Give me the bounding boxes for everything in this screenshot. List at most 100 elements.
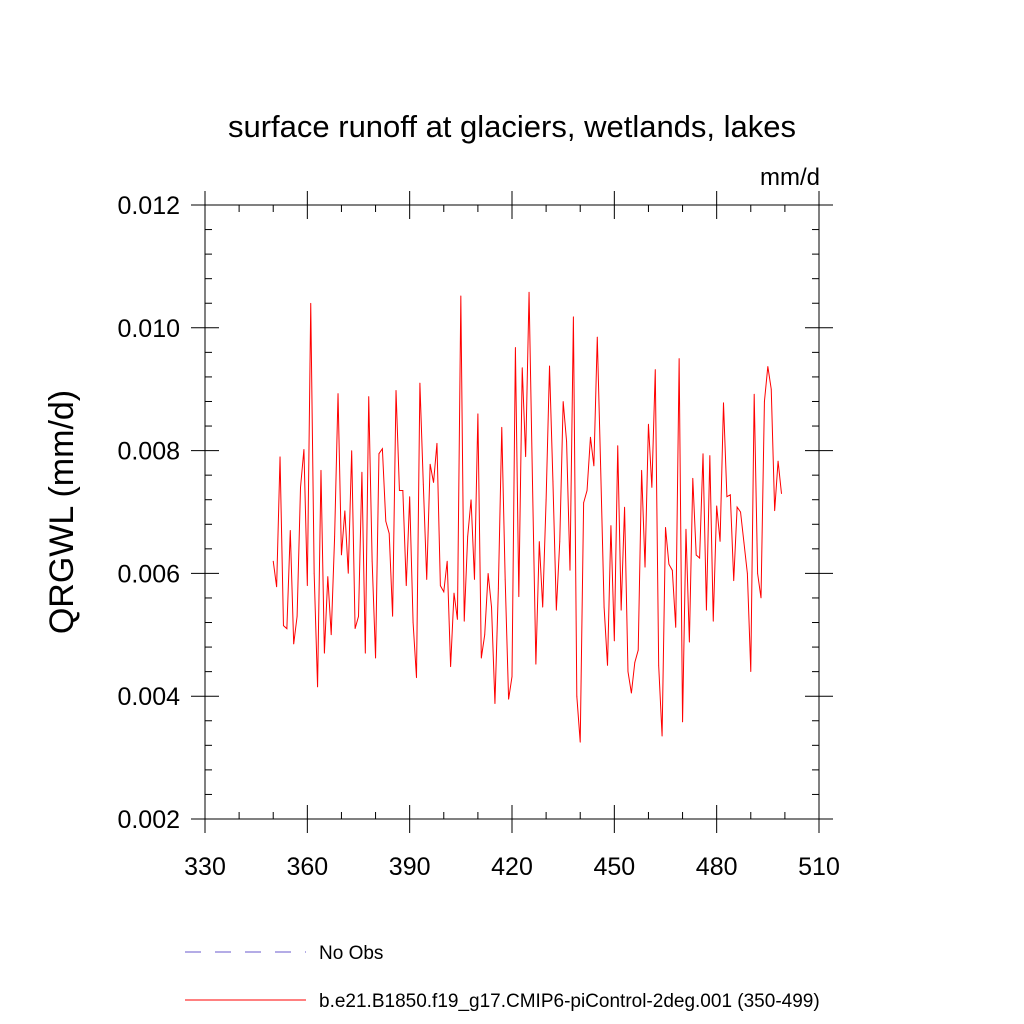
axis-ticks	[191, 191, 833, 833]
data-point	[518, 596, 520, 598]
data-point	[525, 456, 527, 458]
legend: No Obs b.e21.B1850.f19_g17.CMIP6-piContro…	[185, 943, 820, 1012]
data-point	[453, 592, 455, 594]
data-point	[361, 471, 363, 473]
data-point	[327, 576, 329, 577]
x-tick-label: 510	[798, 853, 840, 881]
data-point	[781, 493, 782, 494]
data-point	[457, 619, 458, 620]
data-point	[412, 622, 414, 623]
legend-label-0: No Obs	[319, 943, 383, 964]
data-point	[774, 510, 776, 512]
data-point	[385, 520, 387, 522]
data-point	[446, 560, 448, 562]
data-point	[334, 536, 336, 537]
data-point	[552, 480, 554, 482]
y-tick-label: 0.004	[117, 683, 180, 711]
data-point	[685, 528, 687, 530]
data-point	[463, 620, 465, 622]
data-point	[767, 366, 769, 367]
data-point	[487, 573, 489, 574]
data-point	[426, 579, 428, 580]
data-point	[583, 502, 585, 504]
data-point	[392, 615, 394, 617]
data-point	[422, 483, 424, 485]
data-point	[641, 469, 643, 471]
data-point	[586, 490, 588, 491]
data-point	[344, 510, 346, 512]
data-point	[569, 569, 571, 571]
data-point	[497, 588, 499, 590]
data-point	[439, 585, 441, 587]
data-point	[402, 490, 404, 491]
data-point	[736, 506, 738, 508]
data-point	[508, 698, 509, 700]
data-point	[675, 627, 677, 628]
x-tick-label: 450	[593, 853, 635, 881]
data-point	[658, 665, 660, 666]
data-point	[436, 442, 438, 444]
data-point	[607, 665, 608, 666]
data-point	[351, 450, 353, 451]
data-point	[637, 649, 639, 651]
data-point	[429, 463, 431, 465]
data-point	[474, 579, 475, 580]
data-point	[532, 480, 533, 482]
data-point	[337, 393, 339, 394]
data-point	[538, 541, 540, 542]
data-point	[364, 652, 366, 654]
data-point	[682, 721, 683, 723]
x-tick-label: 330	[184, 853, 226, 881]
y-tick-label: 0.010	[117, 315, 180, 343]
data-point	[716, 505, 718, 507]
data-point	[549, 365, 550, 367]
data-point	[419, 382, 421, 384]
data-point	[279, 456, 281, 458]
data-point	[378, 453, 380, 455]
data-point	[477, 413, 479, 415]
data-point	[603, 606, 605, 608]
data-point	[579, 741, 581, 743]
data-point	[678, 358, 680, 359]
y-tick-label: 0.012	[117, 192, 180, 220]
data-point	[381, 448, 383, 450]
data-point	[692, 477, 694, 479]
y-tick-label: 0.002	[117, 806, 180, 834]
data-point	[733, 580, 735, 582]
data-point	[750, 671, 752, 673]
data-point	[313, 573, 315, 574]
data-point	[760, 597, 762, 599]
data-point	[480, 657, 482, 659]
data-point	[358, 615, 359, 617]
x-tick-label: 420	[491, 853, 533, 881]
y-tick-label: 0.006	[117, 560, 180, 588]
series-layer	[272, 291, 782, 743]
x-tick-label: 480	[696, 853, 738, 881]
data-point	[545, 499, 547, 501]
data-point	[600, 468, 602, 470]
plot-frame	[204, 204, 820, 820]
data-point	[613, 640, 615, 642]
legend-label-1: b.e21.B1850.f19_g17.CMIP6-piControl-2deg…	[319, 991, 820, 1012]
data-point	[743, 542, 745, 544]
data-point	[654, 369, 656, 370]
data-point	[671, 569, 673, 571]
data-point	[573, 316, 574, 318]
data-point	[593, 465, 595, 467]
data-point	[777, 460, 779, 462]
data-point	[303, 448, 305, 450]
data-point	[272, 560, 274, 562]
data-point	[515, 347, 516, 348]
data-point	[494, 703, 496, 704]
data-point	[706, 609, 707, 611]
data-point	[443, 591, 445, 593]
data-point	[289, 530, 291, 531]
data-point	[753, 393, 755, 395]
data-point	[627, 671, 629, 673]
data-point	[528, 291, 530, 293]
data-point	[467, 536, 469, 537]
data-point	[368, 396, 370, 397]
data-point	[375, 657, 376, 659]
data-point	[555, 609, 557, 611]
data-point	[409, 496, 411, 498]
